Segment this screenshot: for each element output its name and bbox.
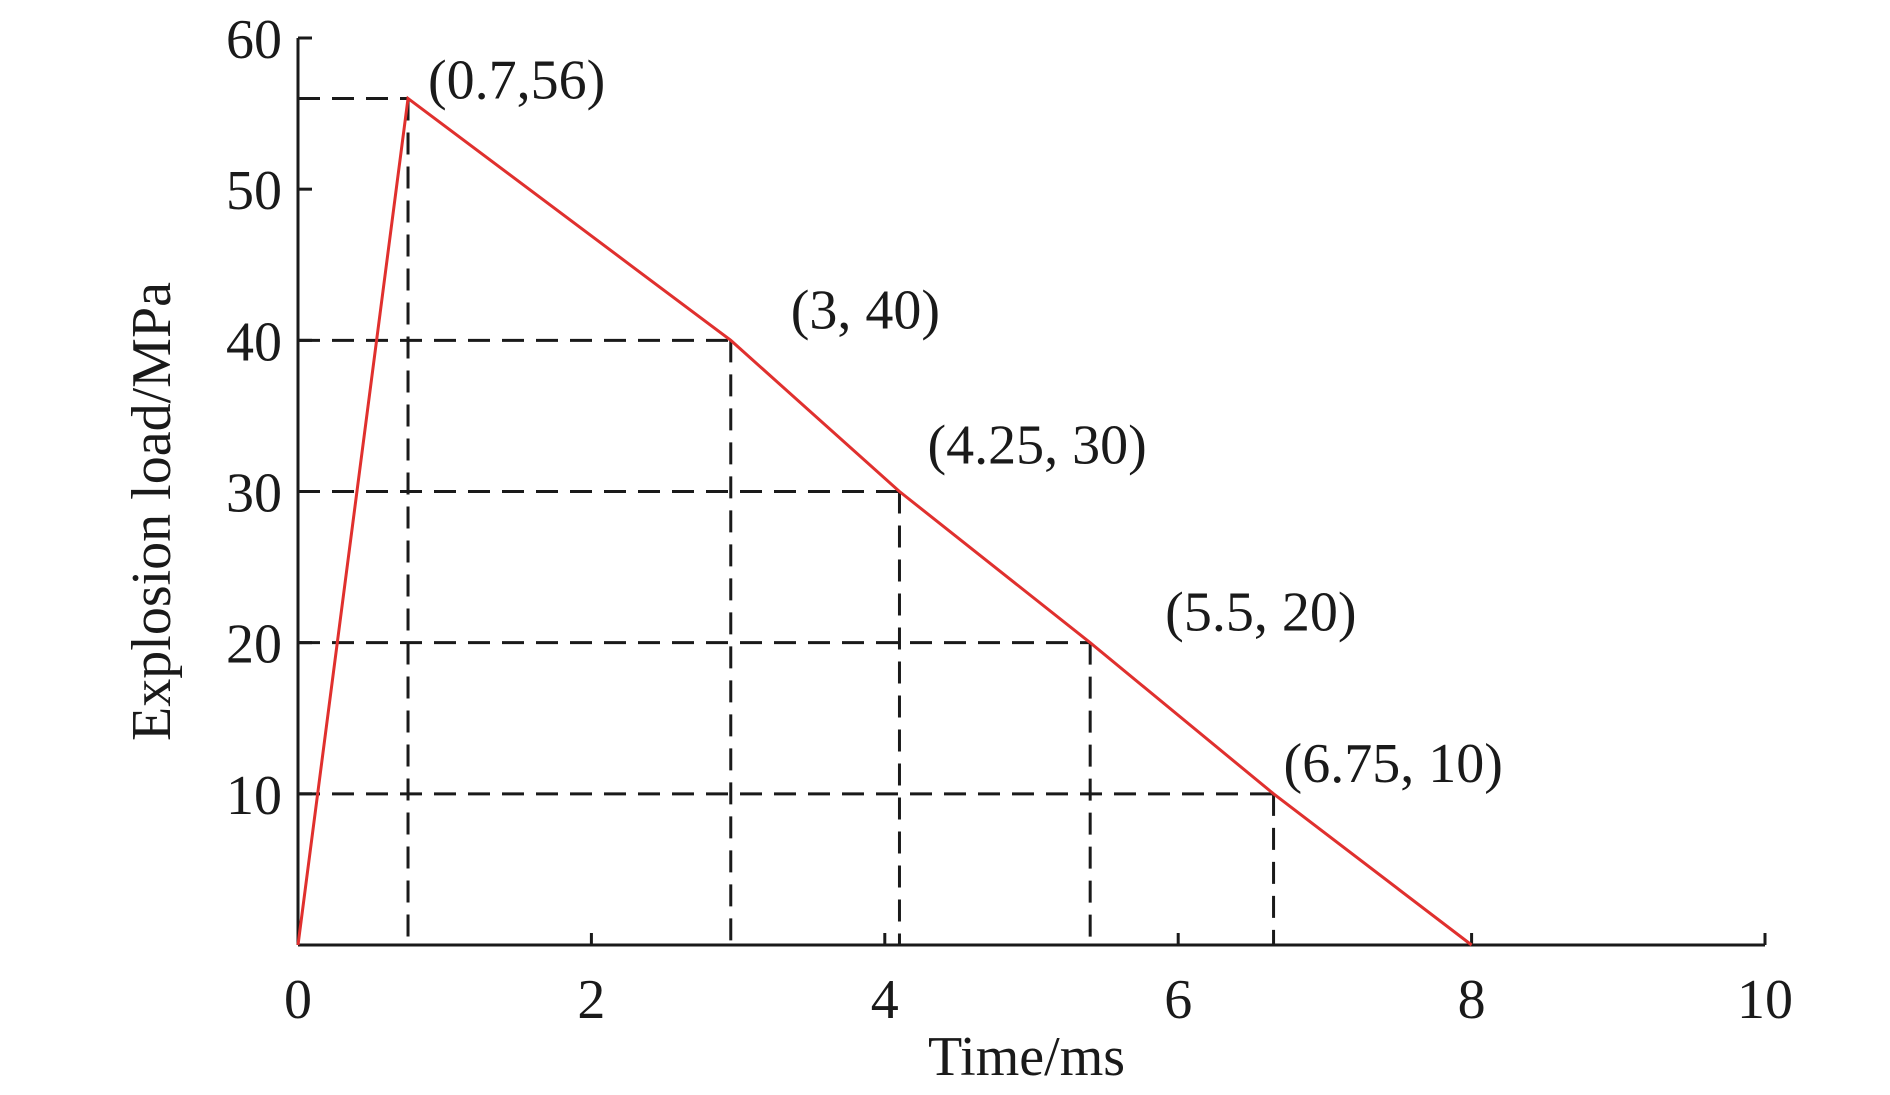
ticks: 0 2 4 6 8 10 10 20 30 40 50 60 <box>226 9 1793 1031</box>
annotations: (0.7,56) (3, 40) (4.25, 30) (5.5, 20) (6.75,… <box>428 49 1503 794</box>
point-annotation: (6.75, 10) <box>1284 733 1503 795</box>
y-tick-label: 50 <box>226 160 282 222</box>
y-axis-title: Explosion load/MPa <box>121 282 183 741</box>
x-axis-title: Time/ms <box>928 1026 1125 1088</box>
series-line <box>296 95 1473 947</box>
guide-lines <box>298 96 1276 945</box>
x-tick-label: 8 <box>1458 969 1486 1031</box>
x-tick-label: 4 <box>871 969 899 1031</box>
x-tick-label: 0 <box>284 969 312 1031</box>
point-annotation: (3, 40) <box>791 279 940 341</box>
x-tick-label: 10 <box>1737 969 1793 1031</box>
x-tick-label: 6 <box>1164 969 1192 1031</box>
y-tick-label: 20 <box>226 614 282 676</box>
point-annotation: (0.7,56) <box>428 49 605 111</box>
x-tick-label: 2 <box>577 969 605 1031</box>
point-annotation: (5.5, 20) <box>1165 582 1356 644</box>
y-tick-label: 30 <box>226 463 282 525</box>
series-group <box>296 95 1473 947</box>
y-tick-label: 60 <box>226 9 282 71</box>
point-annotation: (4.25, 30) <box>927 415 1146 477</box>
y-tick-label: 10 <box>226 765 282 827</box>
y-tick-label: 40 <box>226 311 282 373</box>
